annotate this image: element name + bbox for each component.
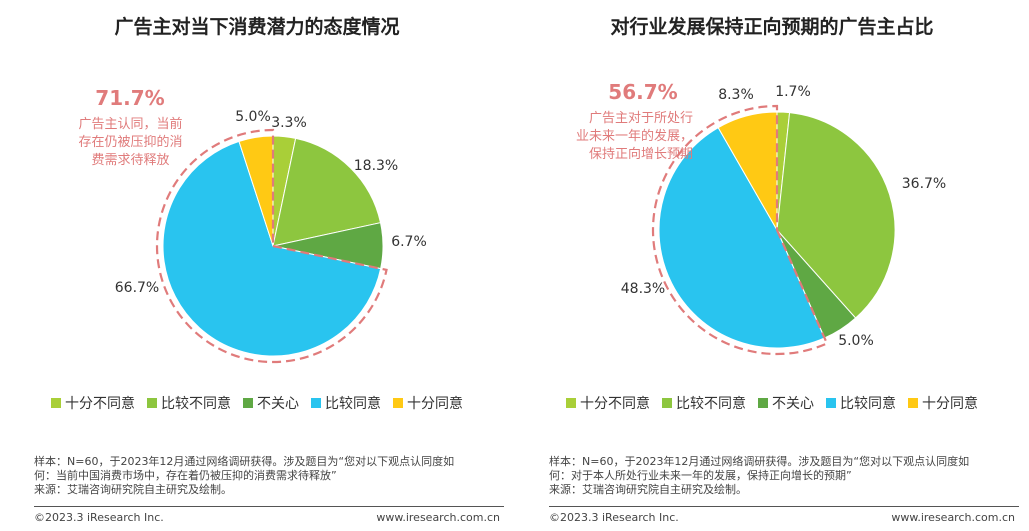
legend-swatch: [393, 398, 403, 408]
note-line: 何：对于本人所处行业未来一年的发展，保持正向增长的预期”: [549, 469, 852, 482]
legend-swatch: [908, 398, 918, 408]
copyright-text: ©2023.3 iResearch Inc.: [549, 511, 679, 524]
legend-swatch: [51, 398, 61, 408]
pie-slice-2: [776, 112, 896, 319]
callout-line: 业未来一年的发展，: [575, 129, 693, 144]
legend-swatch: [243, 398, 253, 408]
left-panel: 广告主对当下消费潜力的态度情况 3.3% 18.3% 6.7% 66.7% 5.0% 7…: [0, 0, 514, 531]
slice-data-label: 5.0%: [235, 109, 271, 125]
highlight-dashed-outline: [155, 128, 388, 364]
slice-data-label: 66.7%: [115, 280, 159, 296]
footer: ©2023.3 iResearch Inc. www.iresearch.com…: [34, 511, 500, 524]
legend-swatch: [311, 398, 321, 408]
callout-value: 56.7%: [608, 80, 678, 104]
legend-label: 十分不同意: [65, 396, 135, 412]
slice-data-label: 48.3%: [621, 281, 665, 297]
legend-swatch: [826, 398, 836, 408]
footer-divider: [34, 506, 504, 507]
legend-item: 不关心: [758, 393, 814, 413]
legend-item: 比较不同意: [662, 393, 746, 413]
website-link[interactable]: www.iresearch.com.cn: [376, 511, 500, 524]
slice-data-label: 1.7%: [775, 84, 811, 100]
legend-swatch: [147, 398, 157, 408]
legend-label: 比较不同意: [161, 396, 231, 412]
callout-line: 费需求待释放: [91, 153, 170, 168]
legend-item: 十分同意: [393, 393, 463, 413]
legend-item: 比较同意: [311, 393, 381, 413]
pie-chart-industry-outlook: 1.7% 36.7% 5.0% 48.3% 8.3%: [621, 84, 946, 356]
callout-line: 广告主对于所处行: [588, 111, 693, 126]
callout-value: 71.7%: [95, 86, 165, 110]
slice-data-label: 18.3%: [354, 158, 398, 174]
note-line: 来源：艾瑞咨询研究院自主研究及绘制。: [34, 483, 232, 496]
pie-slice-4: [162, 140, 382, 357]
pie-slice-2: [272, 137, 382, 247]
highlight-dashed-outline: [651, 104, 829, 356]
slice-data-label: 8.3%: [718, 87, 754, 103]
pie-slice-5: [717, 111, 778, 232]
source-notes: 样本：N=60，于2023年12月通过网络调研获得。涉及题目为“您对以下观点认同…: [34, 455, 504, 497]
chart-legend: 十分不同意 比较不同意 不关心 比较同意 十分同意: [0, 393, 514, 413]
slice-data-label: 36.7%: [902, 176, 946, 192]
callout-line: 存在仍被压抑的消: [78, 135, 183, 150]
legend-label: 比较不同意: [676, 396, 746, 412]
legend-item: 比较不同意: [147, 393, 231, 413]
footer: ©2023.3 iResearch Inc. www.iresearch.com…: [549, 511, 1015, 524]
slice-data-label: 3.3%: [271, 115, 307, 131]
callout-text: 广告主认同，当前 存在仍被压抑的消 费需求待释放: [38, 116, 223, 170]
pie-slice-4: [658, 127, 826, 349]
legend-swatch: [662, 398, 672, 408]
legend-item: 十分不同意: [566, 393, 650, 413]
legend-label: 十分不同意: [580, 396, 650, 412]
legend-label: 不关心: [772, 396, 814, 412]
legend-label: 比较同意: [840, 396, 896, 412]
note-line: 何：当前中国消费市场中，存在着仍被压抑的消费需求待释放”: [34, 469, 337, 482]
right-panel: 对行业发展保持正向预期的广告主占比 1.7% 36.7% 5.0% 48.3% 8.3%…: [515, 0, 1029, 531]
callout-line: 广告主认同，当前: [78, 117, 183, 132]
legend-item: 十分同意: [908, 393, 978, 413]
footer-divider: [549, 506, 1019, 507]
slice-data-label: 6.7%: [391, 234, 427, 250]
website-link[interactable]: www.iresearch.com.cn: [891, 511, 1015, 524]
copyright-text: ©2023.3 iResearch Inc.: [34, 511, 164, 524]
legend-swatch: [758, 398, 768, 408]
legend-label: 不关心: [257, 396, 299, 412]
callout-text: 广告主对于所处行 业未来一年的发展， 保持正向增长预期: [525, 110, 693, 164]
legend-label: 比较同意: [325, 396, 381, 412]
legend-swatch: [566, 398, 576, 408]
note-line: 样本：N=60，于2023年12月通过网络调研获得。涉及题目为“您对以下观点认同…: [549, 455, 970, 468]
source-notes: 样本：N=60，于2023年12月通过网络调研获得。涉及题目为“您对以下观点认同…: [549, 455, 1019, 497]
legend-label: 十分同意: [922, 396, 978, 412]
pie-chart-consumption-potential: 3.3% 18.3% 6.7% 66.7% 5.0%: [115, 109, 427, 364]
legend-label: 十分同意: [407, 396, 463, 412]
legend-item: 比较同意: [826, 393, 896, 413]
legend-item: 不关心: [243, 393, 299, 413]
note-line: 来源：艾瑞咨询研究院自主研究及绘制。: [549, 483, 747, 496]
chart-legend: 十分不同意 比较不同意 不关心 比较同意 十分同意: [515, 393, 1029, 413]
note-line: 样本：N=60，于2023年12月通过网络调研获得。涉及题目为“您对以下观点认同…: [34, 455, 455, 468]
legend-item: 十分不同意: [51, 393, 135, 413]
slice-data-label: 5.0%: [838, 333, 874, 349]
chart-title: 广告主对当下消费潜力的态度情况: [114, 16, 400, 38]
callout-line: 保持正向增长预期: [588, 147, 693, 162]
chart-title: 对行业发展保持正向预期的广告主占比: [610, 16, 934, 38]
